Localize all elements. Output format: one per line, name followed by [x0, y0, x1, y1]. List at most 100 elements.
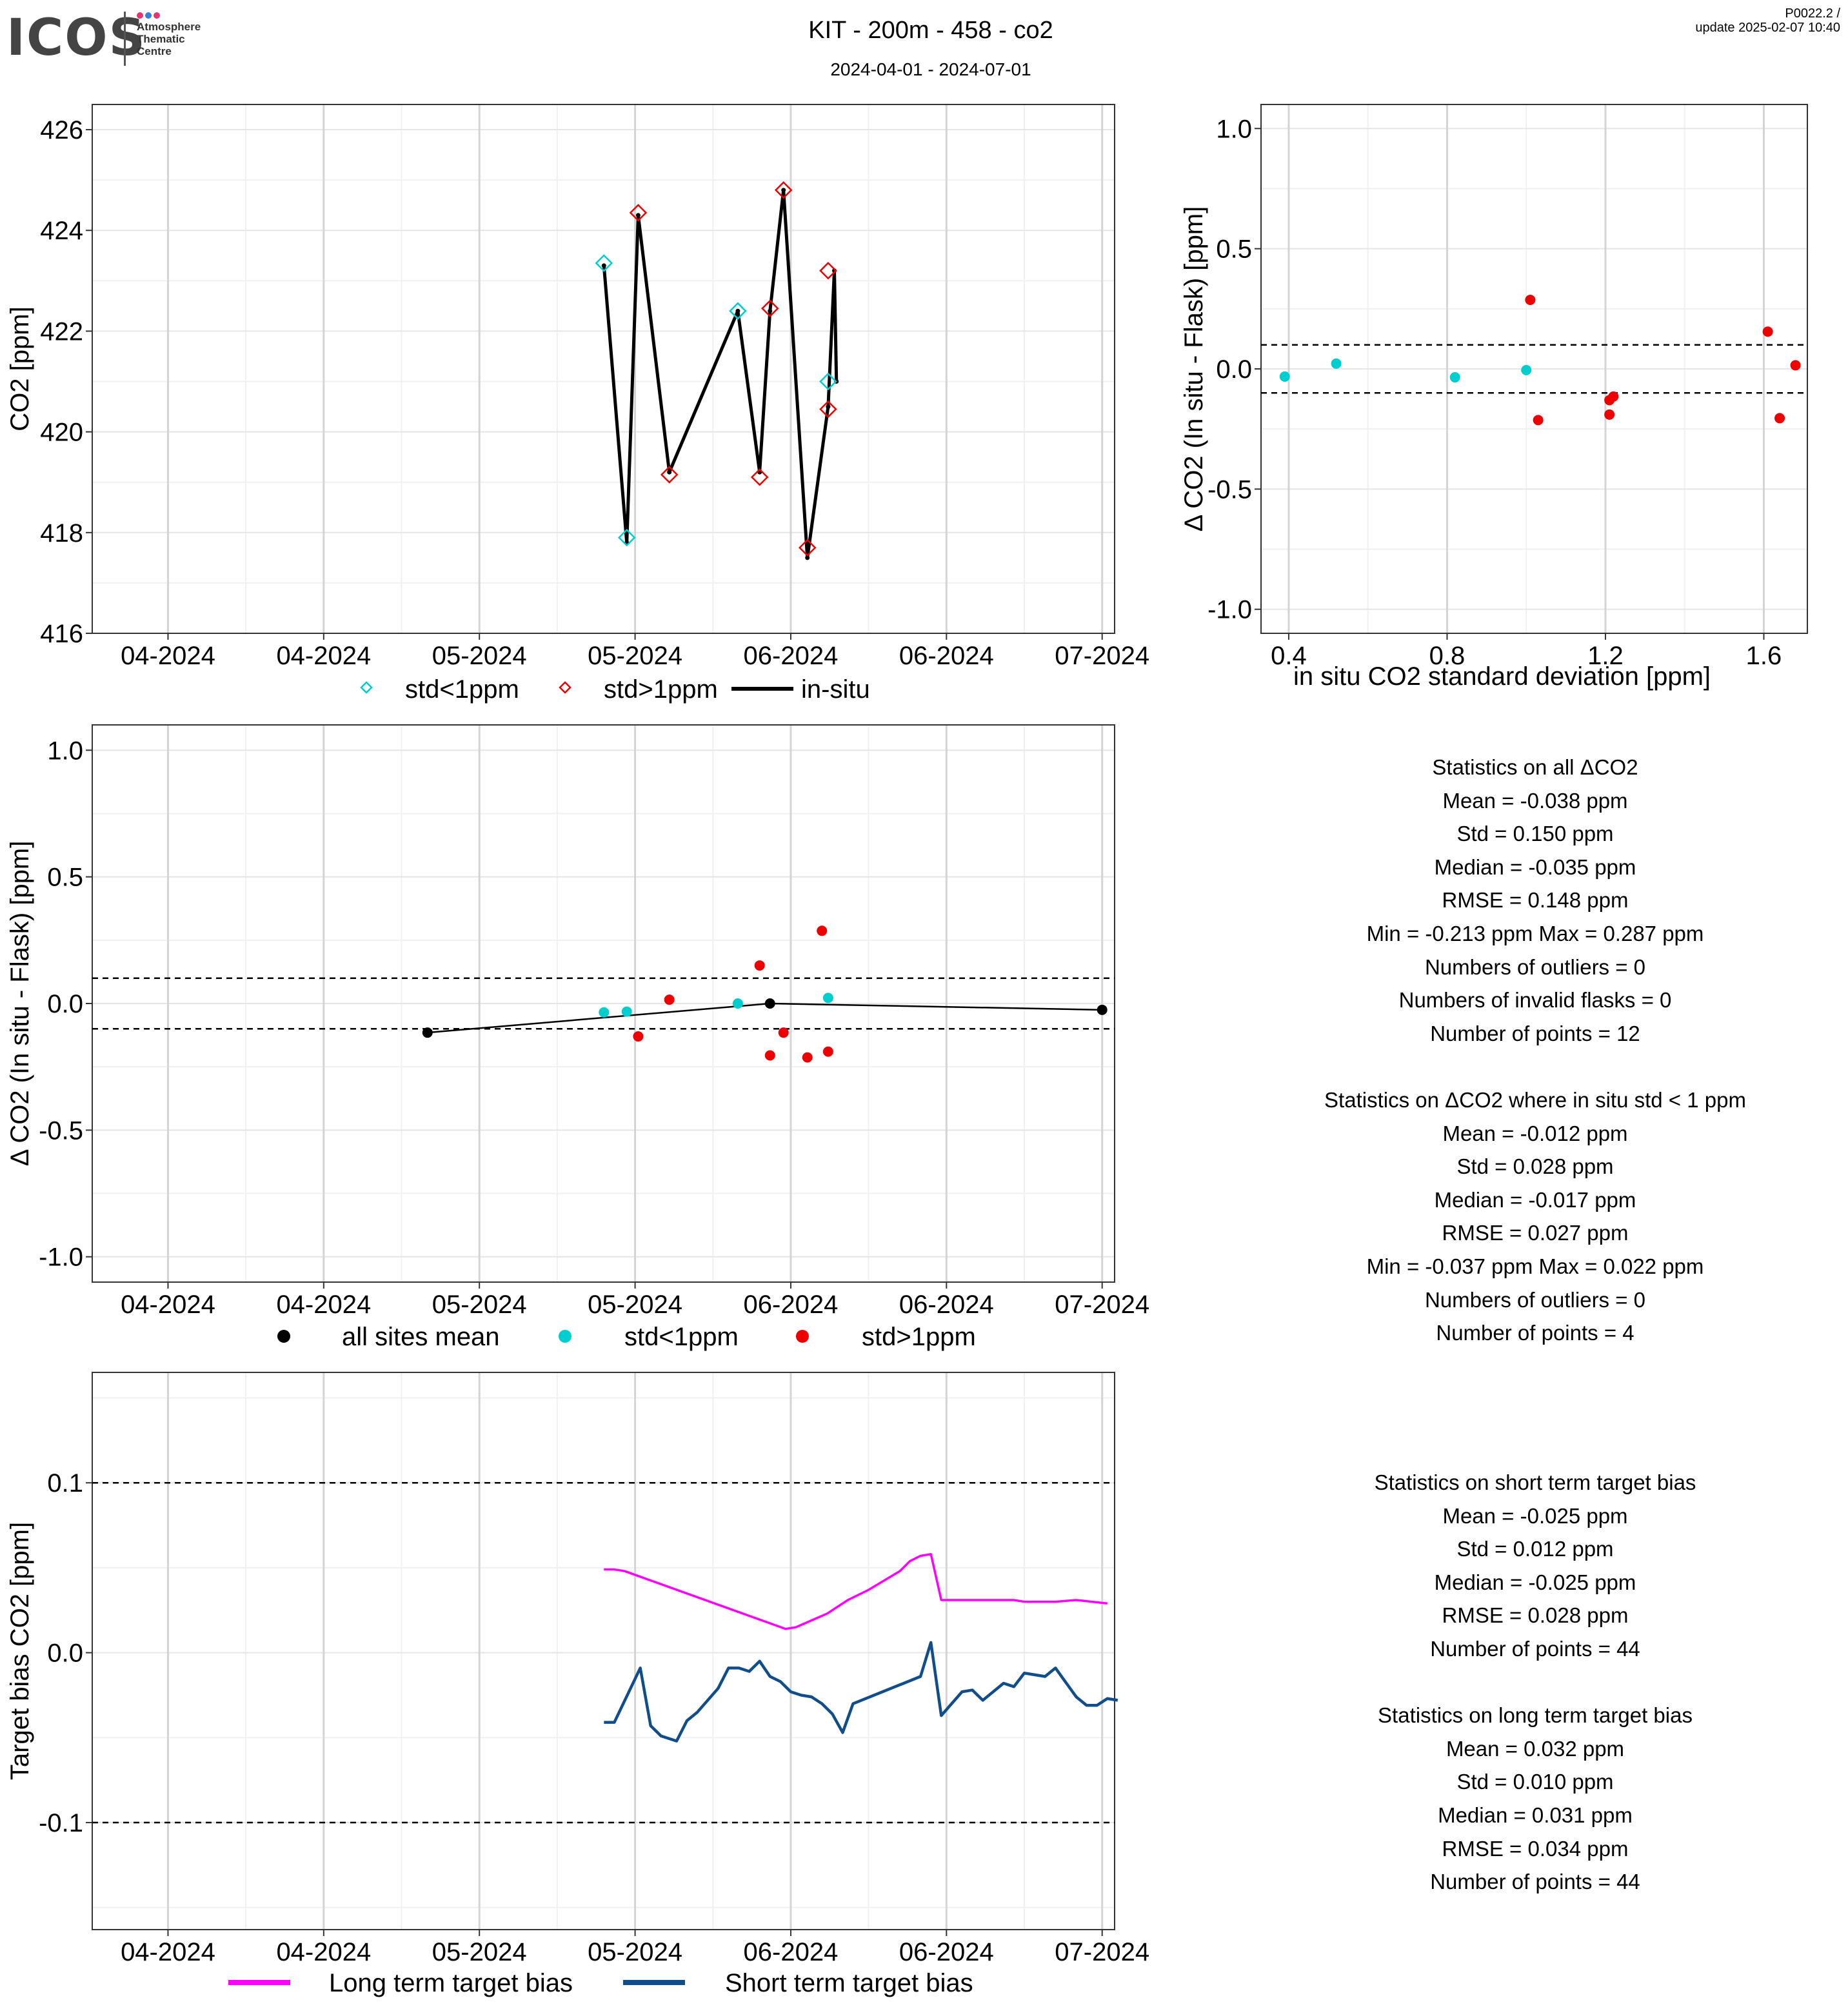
- stats-line: Std = 0.010 ppm: [1456, 1770, 1614, 1794]
- legend-label: Long term target bias: [329, 1969, 573, 1997]
- std-lt1-point: [599, 1007, 610, 1018]
- std-gt1-point: [1790, 360, 1801, 371]
- flask-std-gt1-marker: [819, 400, 837, 419]
- all-sites-mean-point: [1097, 1004, 1108, 1015]
- std-lt1-point: [1449, 372, 1460, 383]
- stats-line: [1213, 1666, 1848, 1699]
- x-tick-label: 05-2024: [432, 642, 527, 670]
- flask-std-gt1-marker: [774, 181, 793, 199]
- y-tick-label: 1.0: [47, 737, 83, 765]
- y-tick-label: 0.0: [47, 1639, 83, 1668]
- std-lt1-point: [732, 998, 743, 1009]
- y-tick-label: 0.0: [47, 990, 83, 1018]
- std-lt1-point: [1521, 364, 1532, 375]
- flask-std-lt1-marker: [595, 254, 613, 272]
- y-tick-label: 420: [40, 419, 83, 447]
- flask-std-gt1-marker: [629, 204, 648, 222]
- page-subtitle: 2024-04-01 - 2024-07-01: [830, 59, 1031, 79]
- x-tick-label: 05-2024: [588, 642, 682, 670]
- insitu-line: [602, 188, 839, 560]
- logo-dot: [137, 12, 143, 19]
- logo-dot: [145, 12, 152, 19]
- std-gt1-point: [802, 1052, 813, 1063]
- stats-line: [1213, 1050, 1848, 1083]
- x-tick-label: 1.6: [1746, 642, 1782, 670]
- long-term-bias-line: [604, 1553, 1108, 1630]
- y-tick-label: 0.1: [47, 1469, 83, 1498]
- x-tick-label: 06-2024: [744, 1290, 839, 1319]
- x-tick-label: 04-2024: [276, 1290, 371, 1319]
- y-tick-label: 416: [40, 620, 83, 648]
- stats-line: Std = 0.028 ppm: [1456, 1154, 1614, 1179]
- stats-line: Median = 0.031 ppm: [1438, 1803, 1633, 1827]
- x-tick-label: 1.2: [1587, 642, 1624, 670]
- legend-label: std<1ppm: [405, 675, 519, 704]
- x-tick-label: 04-2024: [121, 642, 215, 670]
- x-tick-label: 06-2024: [744, 1938, 839, 1966]
- x-tick-label: 04-2024: [121, 1938, 215, 1966]
- stats-line: Mean = -0.012 ppm: [1442, 1121, 1628, 1145]
- logo-divider: [124, 12, 126, 66]
- version-line: P0022.2 /: [1785, 6, 1840, 21]
- insitu-point: [768, 308, 773, 313]
- stats-line: RMSE = 0.034 ppm: [1442, 1836, 1629, 1861]
- std-lt1-point: [621, 1006, 632, 1017]
- x-tick-label: 0.8: [1429, 642, 1465, 670]
- y-tick-label: -0.5: [39, 1116, 83, 1145]
- std-gt1-point: [1762, 326, 1773, 337]
- std-gt1-point: [1608, 391, 1619, 402]
- short-term-bias-line: [604, 1641, 1118, 1743]
- stats-line: Number of points = 4: [1436, 1321, 1634, 1345]
- flask-std-lt1-marker: [617, 528, 636, 547]
- flask-std-lt1-marker: [819, 372, 837, 391]
- x-tick-label: 05-2024: [588, 1938, 682, 1966]
- std-gt1-point: [817, 925, 828, 936]
- stats-line: Std = 0.150 ppm: [1456, 822, 1614, 846]
- std-gt1-point: [1525, 295, 1536, 306]
- legend-label: all sites mean: [342, 1323, 500, 1351]
- insitu-point: [635, 213, 641, 218]
- legend-label: std>1ppm: [604, 675, 718, 704]
- y-tick-label: -0.1: [39, 1809, 83, 1837]
- y-tick-label: -1.0: [39, 1243, 83, 1272]
- panel-border: [92, 104, 1115, 634]
- y-tick-label: 1.0: [1216, 115, 1252, 143]
- flask-std-gt1-marker: [750, 468, 769, 486]
- std-gt1-point: [664, 994, 675, 1005]
- y-tick-label: -0.5: [1207, 475, 1252, 504]
- x-tick-label: 04-2024: [276, 1938, 371, 1966]
- std-lt1-point: [1279, 371, 1290, 382]
- stats-line: RMSE = 0.027 ppm: [1442, 1221, 1629, 1245]
- std-gt1-point: [1533, 415, 1544, 426]
- y-tick-label: 422: [40, 317, 83, 346]
- logo-subtitle: Atmosphere Thematic Centre: [137, 21, 201, 57]
- stats-line: Number of points = 12: [1430, 1021, 1640, 1045]
- stats-line: RMSE = 0.148 ppm: [1442, 888, 1629, 913]
- legend-std-gt1-key: [559, 681, 571, 694]
- stats-bias-panel: Statistics on short term target bias Mean…: [1213, 1466, 1848, 1899]
- legend-std-gt1-key: [796, 1330, 809, 1343]
- y-axis-label: Δ CO2 (In situ - Flask) [ppm]: [6, 841, 34, 1167]
- insitu-point: [735, 308, 740, 313]
- y-axis-label: Target bias CO2 [ppm]: [6, 1522, 34, 1780]
- stats-line: Std = 0.012 ppm: [1456, 1537, 1614, 1561]
- std-gt1-point: [754, 960, 765, 971]
- std-gt1-point: [1774, 413, 1785, 424]
- stats-line: Statistics on long term target bias: [1378, 1703, 1693, 1728]
- std-lt1-point: [822, 993, 833, 1004]
- stats-line: Number of points = 44: [1430, 1636, 1640, 1661]
- stats-line: Statistics on short term target bias: [1374, 1470, 1696, 1494]
- logo-dots: [137, 10, 162, 22]
- y-tick-label: 0.5: [1216, 235, 1252, 264]
- version-info: P0022.2 / update 2025-02-07 10:40: [1695, 6, 1840, 35]
- x-tick-label: 07-2024: [1055, 1290, 1149, 1319]
- std-gt1-point: [778, 1027, 789, 1038]
- x-tick-label: 06-2024: [899, 1290, 994, 1319]
- y-axis-label: Δ CO2 (In situ - Flask) [ppm]: [1180, 206, 1208, 532]
- page-title: KIT - 200m - 458 - co2: [808, 17, 1053, 44]
- x-tick-label: 06-2024: [744, 642, 839, 670]
- x-tick-label: 0.4: [1271, 642, 1307, 670]
- x-tick-label: 05-2024: [432, 1290, 527, 1319]
- logo-subtitle-line: Centre: [137, 45, 172, 57]
